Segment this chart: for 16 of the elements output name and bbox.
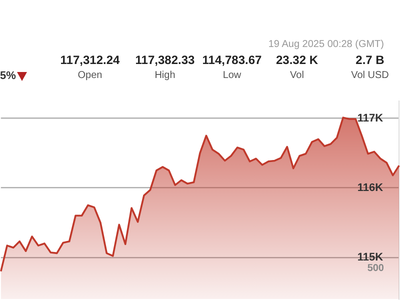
text: High (154, 70, 176, 81)
y-tick-label: 116K (357, 182, 384, 194)
text: Low (222, 70, 242, 81)
text: 117,312.24 (59, 53, 121, 67)
annotation: 500 (367, 263, 384, 274)
text: 23.32 K (276, 53, 318, 67)
text: 2.7 B (354, 53, 386, 67)
text: Open (76, 70, 104, 81)
text: 5% (0, 70, 16, 82)
text: Vol USD (350, 70, 390, 81)
y-tick-label: 115K (357, 251, 384, 264)
text: 19 Aug 2025 00:28 (GMT) (268, 39, 384, 50)
text: Vol (289, 70, 305, 81)
y-tick-label: 117K (357, 112, 384, 124)
text: 117,382.33 (135, 53, 195, 67)
text: 114,783.67 (202, 53, 262, 67)
